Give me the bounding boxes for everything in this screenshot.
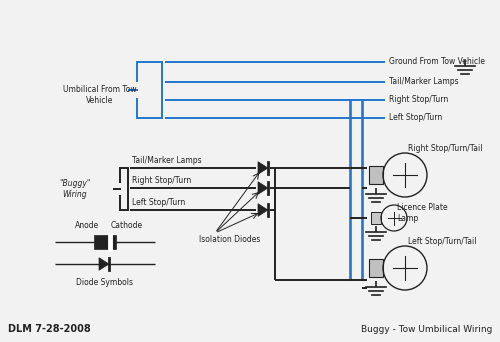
Text: Right Stop/Turn/Tail: Right Stop/Turn/Tail	[408, 144, 482, 153]
Text: Tail/Marker Lamps: Tail/Marker Lamps	[132, 156, 202, 165]
Text: Cathode: Cathode	[111, 221, 143, 230]
Text: Buggy - Tow Umbilical Wiring: Buggy - Tow Umbilical Wiring	[360, 325, 492, 334]
Text: Tail/Marker Lamps: Tail/Marker Lamps	[389, 78, 458, 87]
Bar	[94, 235, 116, 249]
Text: Right Stop/Turn: Right Stop/Turn	[389, 95, 448, 105]
Text: DLM 7-28-2008: DLM 7-28-2008	[8, 324, 91, 334]
Bar	[369, 166, 383, 184]
Polygon shape	[258, 182, 268, 194]
Text: Left Stop/Turn/Tail: Left Stop/Turn/Tail	[408, 237, 476, 246]
Text: Left Stop/Turn: Left Stop/Turn	[389, 114, 442, 122]
Polygon shape	[258, 162, 268, 174]
Text: Anode: Anode	[75, 221, 99, 230]
Text: Diode Symbols: Diode Symbols	[76, 278, 134, 287]
Text: Isolation Diodes: Isolation Diodes	[200, 235, 260, 244]
Text: Umbilical From Tow
Vehicle: Umbilical From Tow Vehicle	[63, 85, 137, 105]
Polygon shape	[99, 258, 109, 270]
Text: Left Stop/Turn: Left Stop/Turn	[132, 198, 185, 207]
Text: Right Stop/Turn: Right Stop/Turn	[132, 176, 191, 185]
Text: Ground From Tow Vehicle: Ground From Tow Vehicle	[389, 57, 485, 66]
Bar	[369, 259, 383, 277]
Polygon shape	[258, 204, 268, 216]
Bar	[371, 212, 381, 224]
Text: Licence Plate
Lamp: Licence Plate Lamp	[397, 203, 448, 223]
Text: "Buggy"
Wiring: "Buggy" Wiring	[60, 179, 90, 199]
